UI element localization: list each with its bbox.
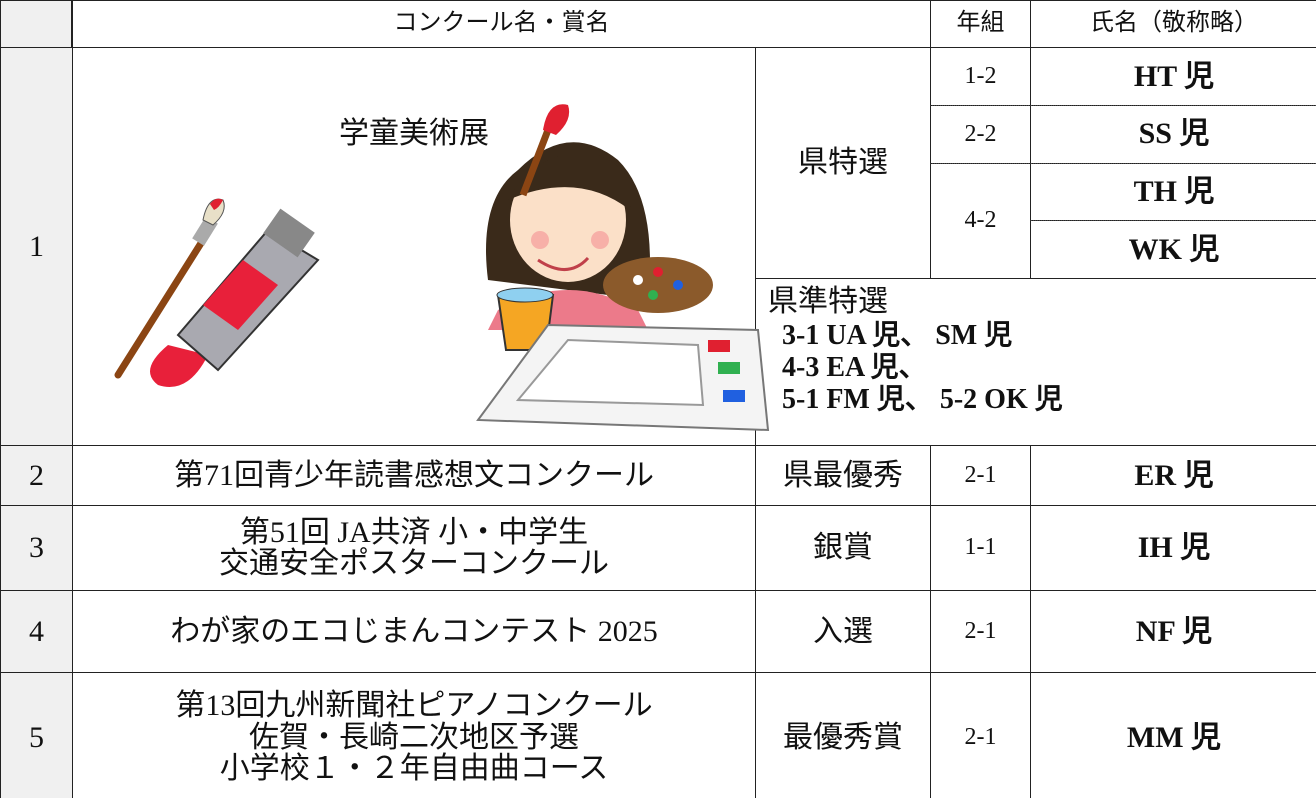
- student-name: ER 児: [1030, 445, 1316, 506]
- student-name: MM 児: [1030, 672, 1316, 798]
- sub-award-line: 4-3 EA 児、: [782, 351, 927, 383]
- paper: [476, 323, 770, 432]
- contest-line: 交通安全ポスターコンクール: [219, 547, 609, 580]
- student-name: IH 児: [1030, 505, 1316, 591]
- contest-line: 第51回 JA共済 小・中学生: [239, 515, 589, 549]
- contest-name: わが家のエコじまんコンテスト 2025: [72, 590, 756, 673]
- girl: [486, 104, 713, 330]
- award: 銀賞: [755, 505, 931, 591]
- award: 最優秀賞: [755, 672, 931, 798]
- student-name: TH 児: [1030, 162, 1316, 222]
- contest-line: 小学校１・２年自由曲コース: [219, 752, 609, 786]
- sub-award: 県準特選 3-1 UA 児、 SM 児 4-3 EA 児、 5-1 FM 児、 5-2…: [755, 278, 1316, 446]
- contest-name: 第13回九州新聞社ピアノコンクール 佐賀・長崎二次地区予選 小学校１・２年自由曲コー…: [72, 672, 756, 798]
- contest-line: 学童美術展: [339, 117, 489, 150]
- contest-line: 第71回青少年読書感想文コンクール: [174, 458, 654, 492]
- student-name: NF 児: [1030, 590, 1316, 673]
- brush: [114, 198, 225, 379]
- award: 入選: [755, 590, 931, 673]
- grade: 2-1: [930, 590, 1031, 673]
- header-grade: 年組: [930, 0, 1031, 48]
- illustration: [114, 104, 770, 432]
- grade: 2-1: [930, 672, 1031, 798]
- grade: 2-1: [930, 445, 1031, 506]
- paint-tube: [150, 208, 320, 387]
- header-contest: コンクール名・賞名: [72, 0, 931, 48]
- row-number: 5: [0, 672, 73, 798]
- award: 県最優秀: [755, 445, 931, 506]
- contest-line: わが家のエコじまんコンテスト 2025: [170, 614, 658, 648]
- grade: 4-2: [930, 162, 1031, 279]
- student-name: WK 児: [1030, 220, 1316, 279]
- grade: 2-2: [930, 104, 1031, 164]
- award: 県特選: [755, 47, 931, 279]
- sub-award-line: 5-1 FM 児、 5-2 OK 児: [782, 383, 1063, 415]
- row-number: 4: [0, 590, 73, 673]
- student-name: HT 児: [1030, 47, 1316, 106]
- row-number: 2: [0, 445, 73, 506]
- student-name: SS 児: [1030, 104, 1316, 164]
- grade: 1-1: [930, 505, 1031, 591]
- sub-award-title: 県準特選: [768, 285, 888, 318]
- contest-name: 第71回青少年読書感想文コンクール: [72, 445, 756, 506]
- grade: 1-2: [930, 47, 1031, 106]
- header-number: [0, 0, 72, 48]
- header-name: 氏名（敬称略）: [1030, 0, 1316, 48]
- row-number: 3: [0, 505, 73, 591]
- contest-line: 佐賀・長崎二次地区予選: [249, 720, 579, 754]
- contest-line: 第13回九州新聞社ピアノコンクール: [175, 689, 653, 723]
- sub-award-line: 3-1 UA 児、 SM 児: [782, 319, 1013, 351]
- contest-name: 第51回 JA共済 小・中学生 交通安全ポスターコンクール: [72, 505, 756, 591]
- row-number: 1: [0, 47, 73, 446]
